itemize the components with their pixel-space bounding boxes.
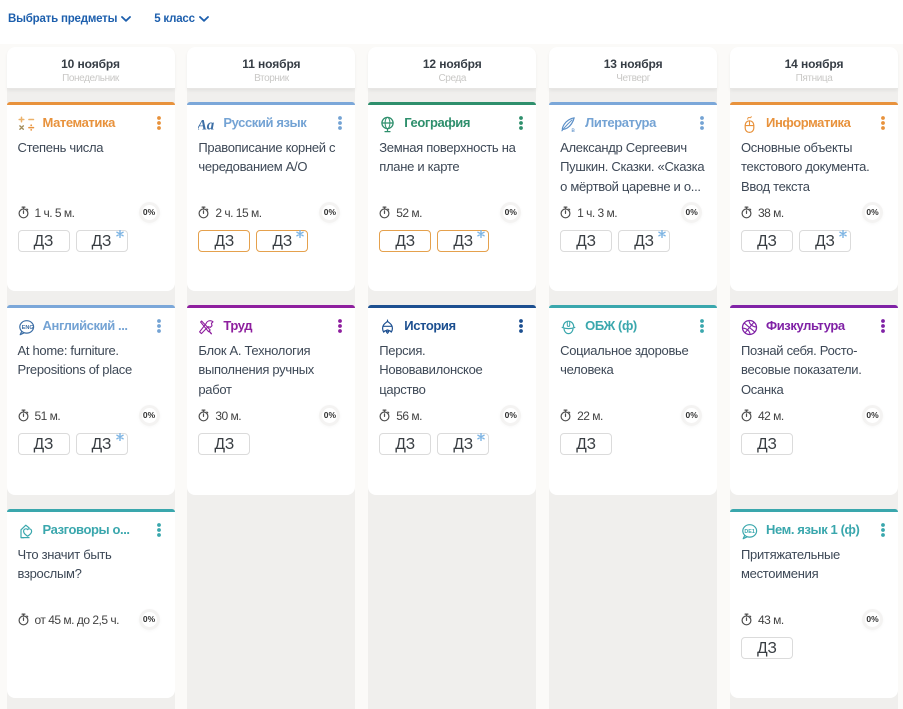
svg-text:DE1: DE1: [744, 529, 755, 535]
svg-text:Аа: Аа: [198, 117, 215, 133]
svg-text:в: в: [572, 127, 576, 133]
svg-text:ENG: ENG: [21, 325, 33, 331]
